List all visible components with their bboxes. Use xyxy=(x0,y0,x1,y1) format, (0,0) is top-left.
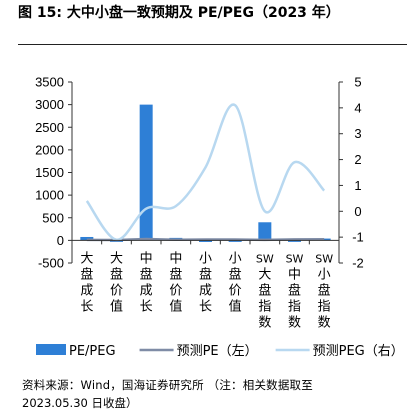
bar-中盘成长 xyxy=(139,104,153,241)
line-forecast-peg xyxy=(85,103,326,241)
category-label-大盘价值: 大盘价值 xyxy=(110,251,123,314)
legend-label: 预测PEG（右） xyxy=(313,344,404,359)
category-label-小盘成长: 小盘成长 xyxy=(199,251,212,314)
left-tick-label: 0 xyxy=(57,233,64,248)
left-tick-label: 2500 xyxy=(35,120,64,135)
category-label-SW小盘指数: SW 小盘指数 xyxy=(315,252,333,330)
category-label-中盘价值: 中盘价值 xyxy=(169,251,182,314)
right-tick-label: 1 xyxy=(354,178,361,193)
left-tick-label: 3000 xyxy=(35,97,64,112)
left-tick-label: 1000 xyxy=(35,188,64,203)
left-tick-label: 1500 xyxy=(35,165,64,180)
legend-swatch-pe-peg xyxy=(36,344,66,355)
right-tick-label: 5 xyxy=(354,75,361,90)
legend-label: 预测PE（左） xyxy=(177,344,258,359)
title-rule xyxy=(18,44,407,45)
category-label-中盘成长: 中盘成长 xyxy=(140,251,153,314)
left-tick-label: -500 xyxy=(38,256,64,271)
bar-SW中盘指数 xyxy=(288,240,301,242)
category-label-SW大盘指数: SW 大盘指数 xyxy=(256,252,274,330)
bar-小盘价值 xyxy=(228,240,242,242)
category-label-大盘成长: 大盘成长 xyxy=(80,251,93,314)
right-tick-label: 3 xyxy=(354,126,361,141)
left-tick-label: 500 xyxy=(42,210,64,225)
bar-大盘成长 xyxy=(80,236,94,241)
bar-小盘成长 xyxy=(199,240,212,242)
source-note: 资料来源：Wind，国海证券研究所 （注：相关数据取至 xyxy=(22,378,313,392)
source-note-continued: 2023.05.30 日收盘） xyxy=(22,396,138,410)
category-label-小盘价值: 小盘价值 xyxy=(229,251,242,314)
left-tick-label: 3500 xyxy=(35,75,64,90)
category-label-SW中盘指数: SW 中盘指数 xyxy=(286,252,304,330)
right-tick-label: -2 xyxy=(352,256,364,271)
legend-label: PE/PEG xyxy=(69,344,116,359)
bar-SW大盘指数 xyxy=(258,222,272,241)
right-tick-label: 0 xyxy=(354,204,361,219)
left-tick-label: 2000 xyxy=(35,142,64,157)
right-tick-label: -1 xyxy=(352,230,364,245)
right-tick-label: 2 xyxy=(354,152,361,167)
line-forecast-pe xyxy=(86,237,325,242)
right-tick-label: 4 xyxy=(354,100,361,115)
figure-title: 图 15: 大中小盘一致预期及 PE/PEG（2023 年） xyxy=(18,5,340,21)
chart: -500 0 500 1000 1500 2000 2500 3000 3500 -2 -1 0 1 2 3… xyxy=(35,75,404,360)
